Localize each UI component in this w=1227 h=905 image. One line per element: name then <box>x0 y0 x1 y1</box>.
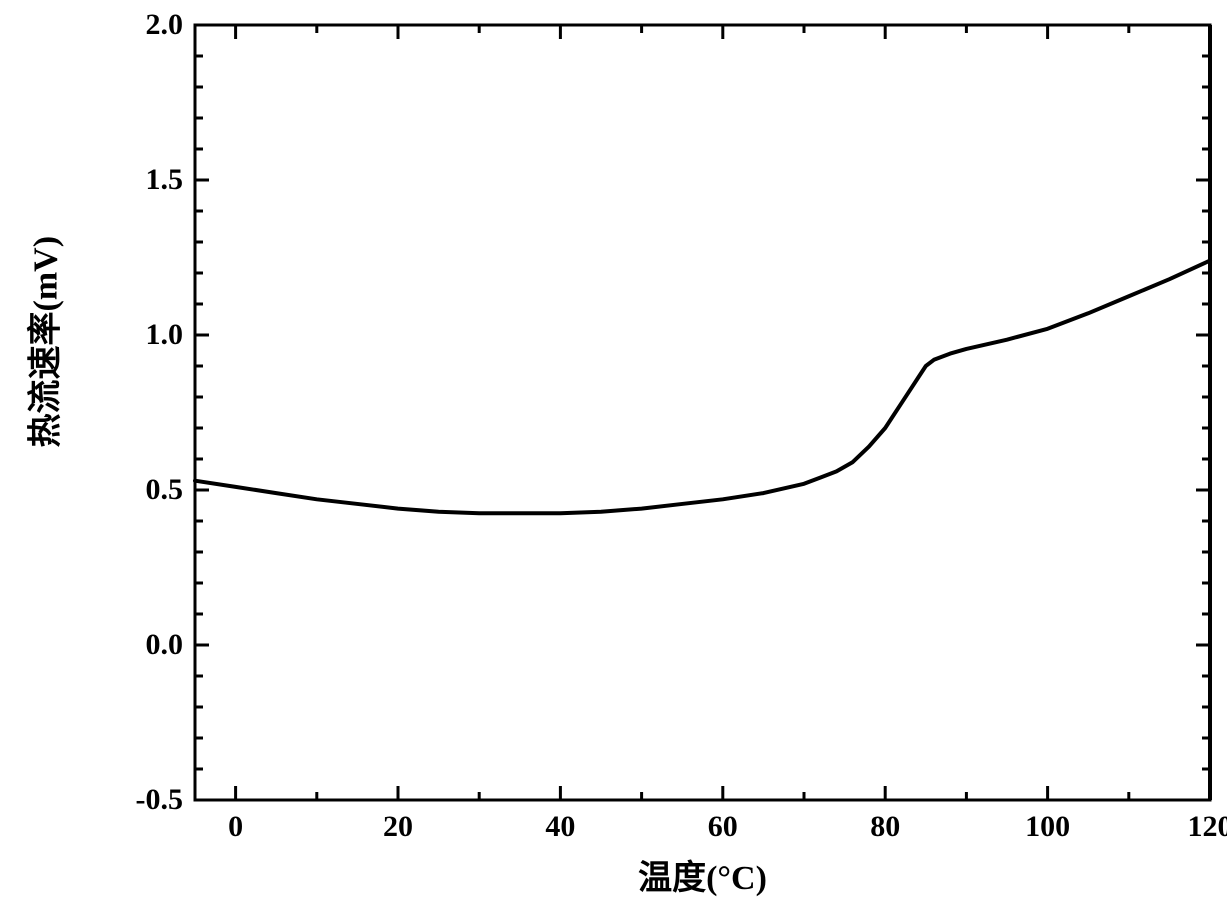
y-tick-label: 2.0 <box>93 8 183 42</box>
x-axis-label: 温度(°C) <box>603 850 803 899</box>
y-tick-label: 1.0 <box>93 318 183 352</box>
x-tick-label: 100 <box>1008 810 1088 844</box>
y-tick-label: -0.5 <box>93 783 183 817</box>
y-tick-label: 0.5 <box>93 473 183 507</box>
chart-svg <box>0 0 1227 905</box>
y-tick-label: 1.5 <box>93 163 183 197</box>
dsc-chart: 热流速率(mV) 温度(°C) 0 20 40 60 80 100 120 -0.5 0.0 0… <box>0 0 1227 905</box>
x-tick-label: 60 <box>683 810 763 844</box>
x-tick-label: 20 <box>358 810 438 844</box>
x-tick-label: 80 <box>845 810 925 844</box>
y-axis-label: 热流速率(mV) <box>18 387 67 447</box>
y-tick-label: 0.0 <box>93 628 183 662</box>
x-tick-label: 40 <box>520 810 600 844</box>
x-tick-label: 0 <box>196 810 276 844</box>
x-tick-label: 120 <box>1170 810 1227 844</box>
